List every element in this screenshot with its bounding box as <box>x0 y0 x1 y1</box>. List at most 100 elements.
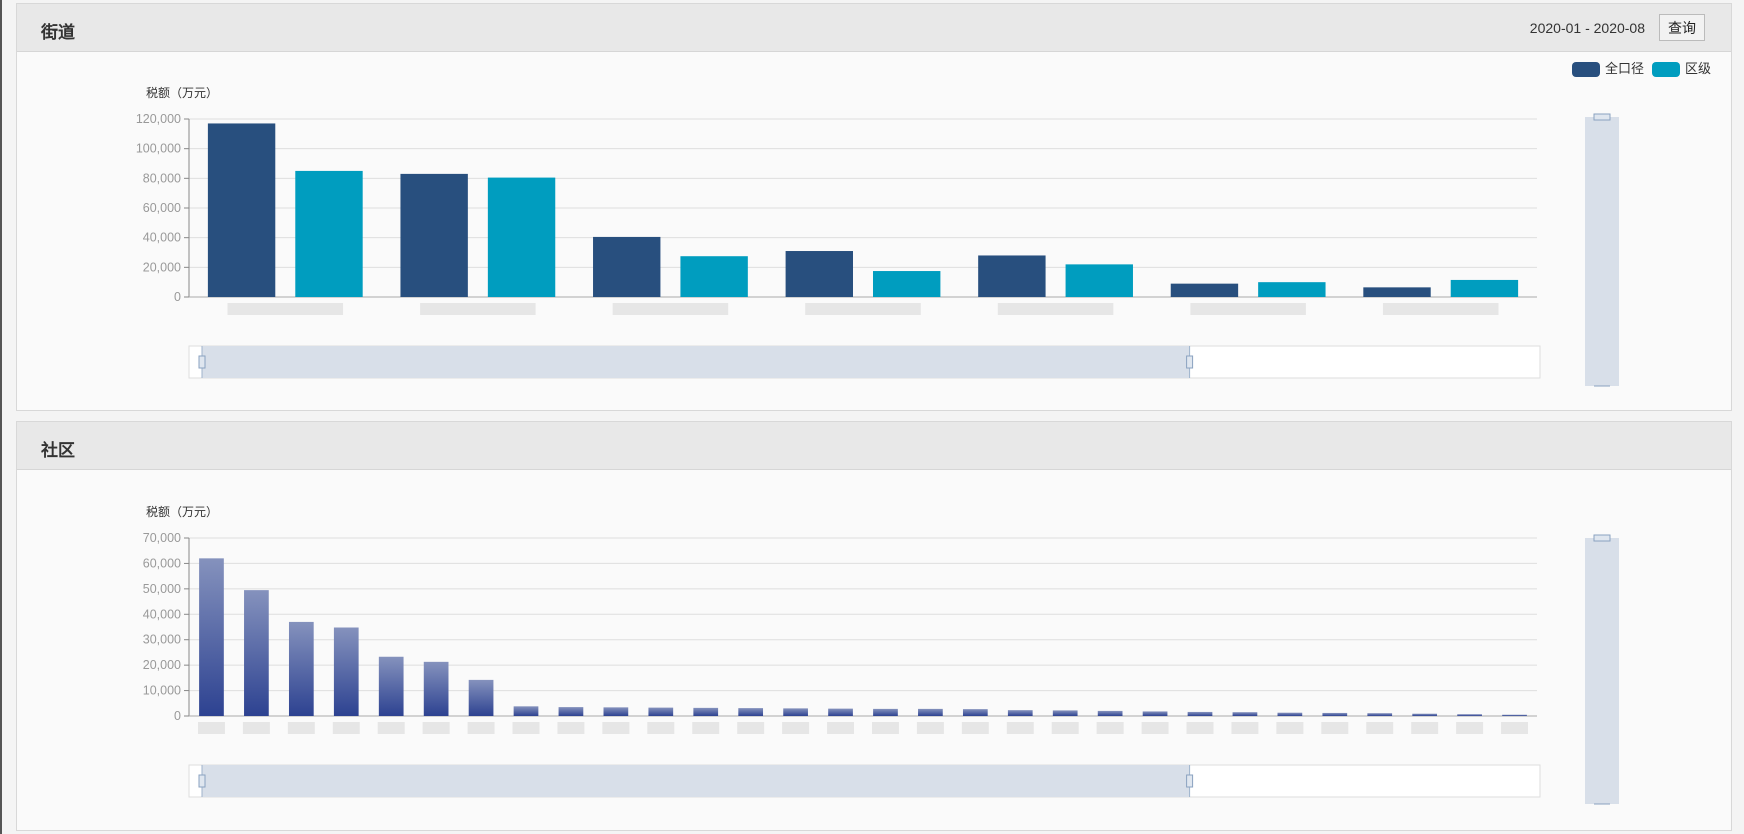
bar-community[interactable] <box>1187 711 1213 716</box>
x-tick-label-blurred <box>1190 303 1306 315</box>
bar-community[interactable] <box>558 707 584 716</box>
x-tick-label-blurred <box>422 722 450 734</box>
bar-community[interactable] <box>1412 713 1438 716</box>
bar-community[interactable] <box>288 621 314 716</box>
bar-community[interactable] <box>1007 710 1033 716</box>
datazoom-y-handle[interactable] <box>1593 534 1611 542</box>
y-tick-label: 30,000 <box>143 633 181 647</box>
datazoom-x-selection[interactable] <box>202 765 1190 797</box>
datazoom-x-handle[interactable] <box>1186 774 1194 788</box>
community-panel-header: 社区 <box>17 422 1731 470</box>
bar-district[interactable] <box>680 256 748 297</box>
bar-community[interactable] <box>1322 712 1348 716</box>
x-tick-label-blurred <box>1411 722 1439 734</box>
bar-community[interactable] <box>918 708 943 716</box>
datazoom-x-handle[interactable] <box>1186 355 1194 369</box>
x-tick-label-blurred <box>871 722 899 734</box>
y-tick-label: 40,000 <box>143 231 181 245</box>
legend-label: 全口径 <box>1604 61 1644 76</box>
legend-item-total[interactable]: 全口径 <box>1571 58 1644 78</box>
x-tick-label-blurred <box>377 722 405 734</box>
bar-community[interactable] <box>468 679 494 716</box>
x-tick-label-blurred <box>227 303 344 315</box>
bar-community[interactable] <box>1142 711 1168 716</box>
x-tick-label-blurred <box>692 722 720 734</box>
bar-community[interactable] <box>1097 710 1123 716</box>
x-tick-label-blurred <box>242 722 270 734</box>
x-tick-label-blurred <box>1321 722 1349 734</box>
bar-total[interactable] <box>1170 283 1239 297</box>
bar-total[interactable] <box>207 123 276 297</box>
bar-community[interactable] <box>828 708 853 716</box>
bar-community[interactable] <box>693 707 719 716</box>
x-tick-label-blurred <box>1006 722 1034 734</box>
x-tick-label-blurred <box>1276 722 1304 734</box>
y-tick-label: 0 <box>174 709 181 723</box>
bar-total[interactable] <box>785 251 853 297</box>
bar-district[interactable] <box>487 177 556 297</box>
bar-total[interactable] <box>1363 287 1431 297</box>
datazoom-x-handle[interactable] <box>198 774 206 788</box>
bar-community[interactable] <box>333 627 359 716</box>
bar-community[interactable] <box>648 707 674 716</box>
x-tick-label-blurred <box>467 722 495 734</box>
y-tick-label: 70,000 <box>143 531 181 545</box>
street-panel-header: 街道 2020-01 - 2020-08 查询 <box>17 4 1731 52</box>
x-tick-label-blurred <box>602 722 630 734</box>
x-tick-label-blurred <box>961 722 989 734</box>
bar-district[interactable] <box>1450 279 1519 297</box>
bar-community[interactable] <box>378 656 404 716</box>
bar-community[interactable] <box>423 661 449 716</box>
bar-community[interactable] <box>1457 714 1482 716</box>
bar-district[interactable] <box>1258 282 1326 297</box>
x-tick-label-blurred <box>1051 722 1079 734</box>
bar-community[interactable] <box>783 708 808 716</box>
bar-community[interactable] <box>244 590 269 716</box>
legend-item-district[interactable]: 区级 <box>1651 58 1711 78</box>
y-tick-label: 120,000 <box>136 112 181 126</box>
bar-community[interactable] <box>1232 712 1258 716</box>
bar-community[interactable] <box>1277 712 1303 716</box>
x-tick-label-blurred <box>557 722 585 734</box>
x-tick-label-blurred <box>782 722 810 734</box>
legend-label: 区级 <box>1684 61 1711 76</box>
y-axis-title: 税额（万元） <box>146 505 218 519</box>
datazoom-x-selection[interactable] <box>202 346 1190 378</box>
bar-district[interactable] <box>1065 264 1133 297</box>
bar-total[interactable] <box>593 236 661 297</box>
datazoom-y-handle[interactable] <box>1593 113 1611 121</box>
datazoom-y-selection[interactable] <box>1585 538 1619 804</box>
x-tick-label-blurred <box>827 722 855 734</box>
bar-community[interactable] <box>513 706 539 716</box>
y-axis-title: 税额（万元） <box>146 86 218 100</box>
x-tick-label-blurred <box>997 303 1114 315</box>
panel-title: 街道 <box>41 23 75 42</box>
y-tick-label: 100,000 <box>136 142 181 156</box>
datazoom-y-selection[interactable] <box>1585 117 1619 386</box>
bar-total[interactable] <box>978 255 1046 297</box>
bar-community[interactable] <box>738 708 764 716</box>
bar-community[interactable] <box>1367 713 1393 716</box>
x-tick-label-blurred <box>1456 722 1484 734</box>
bar-community[interactable] <box>962 709 988 716</box>
bar-total[interactable] <box>400 173 468 297</box>
bar-district[interactable] <box>295 170 363 297</box>
y-tick-label: 20,000 <box>143 658 181 672</box>
bar-community[interactable] <box>199 558 224 716</box>
legend: 全口径 区级 <box>1571 58 1711 78</box>
bar-district[interactable] <box>873 271 941 297</box>
query-button[interactable]: 查询 <box>1659 14 1705 41</box>
panel-title: 社区 <box>41 441 75 460</box>
datazoom-x-handle[interactable] <box>198 355 206 369</box>
x-tick-label-blurred <box>332 722 360 734</box>
date-range[interactable]: 2020-01 - 2020-08 <box>1529 20 1645 36</box>
bar-community[interactable] <box>1052 710 1078 716</box>
y-tick-label: 50,000 <box>143 582 181 596</box>
bar-community[interactable] <box>873 708 898 716</box>
x-tick-label-blurred <box>1231 722 1259 734</box>
y-tick-label: 40,000 <box>143 607 181 621</box>
bar-community[interactable] <box>1502 714 1527 716</box>
x-tick-label-blurred <box>916 722 944 734</box>
x-tick-label-blurred <box>1141 722 1169 734</box>
bar-community[interactable] <box>603 707 629 716</box>
